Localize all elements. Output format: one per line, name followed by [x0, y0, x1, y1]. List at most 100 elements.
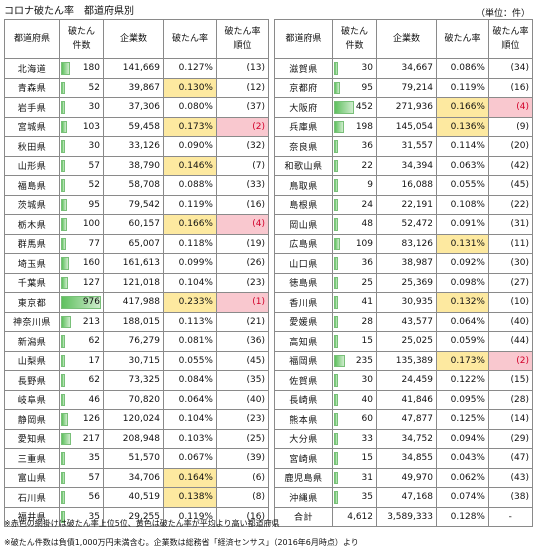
rate-rank: (39) — [216, 448, 269, 469]
total-row: 合計 4,612 3,589,333 0.128% - — [274, 506, 533, 527]
bankruptcy-count: 25 — [332, 272, 377, 293]
total-rate: 0.128% — [436, 506, 489, 527]
table-row: 熊本県 60 47,877 0.125% (14) — [274, 409, 533, 430]
table-row: 埼玉県 160 161,613 0.099% (26) — [4, 253, 269, 274]
firm-count: 47,877 — [376, 409, 437, 430]
bankruptcy-count: 52 — [59, 175, 104, 196]
count-value: 109 — [355, 238, 373, 249]
prefecture-name: 山梨県 — [4, 350, 60, 371]
header-rate: 破たん率 — [163, 19, 217, 59]
prefecture-name: 兵庫県 — [274, 116, 333, 137]
bankruptcy-count: 60 — [332, 409, 377, 430]
table-row: 宮城県 103 59,458 0.173% (2) — [4, 116, 269, 137]
count-value: 198 — [355, 121, 373, 132]
rate-rank: (30) — [488, 253, 533, 274]
bankruptcy-count: 127 — [59, 272, 104, 293]
rate-rank: (8) — [216, 487, 269, 508]
left-table-body: 北海道 180 141,669 0.127% (13) 青森県 52 39,867 0.130%… — [4, 58, 269, 527]
firm-count: 43,577 — [376, 311, 437, 332]
table-row: 東京都 976 417,988 0.233% (1) — [4, 292, 269, 313]
firm-count: 37,306 — [103, 97, 164, 118]
count-value: 36 — [361, 141, 373, 152]
count-value: 95 — [361, 82, 373, 93]
table-row: 大阪府 452 271,936 0.166% (4) — [274, 97, 533, 118]
bankruptcy-count: 48 — [332, 214, 377, 235]
count-value: 30 — [361, 63, 373, 74]
table-row: 高知県 15 25,025 0.059% (44) — [274, 331, 533, 352]
bankruptcy-rate: 0.059% — [436, 331, 489, 352]
table-row: 愛知県 217 208,948 0.103% (25) — [4, 428, 269, 449]
prefecture-name: 広島県 — [274, 233, 333, 254]
firm-count: 47,168 — [376, 487, 437, 508]
count-value: 77 — [88, 238, 100, 249]
count-value: 30 — [361, 375, 373, 386]
rate-rank: (4) — [488, 97, 533, 118]
rate-rank: (2) — [216, 116, 269, 137]
count-bar — [61, 296, 101, 309]
prefecture-name: 大阪府 — [274, 97, 333, 118]
rate-rank: (27) — [488, 272, 533, 293]
prefecture-name: 神奈川県 — [4, 311, 60, 332]
count-bar — [334, 315, 338, 328]
prefecture-name: 静岡県 — [4, 409, 60, 430]
count-bar — [334, 471, 338, 484]
bankruptcy-count: 15 — [332, 331, 377, 352]
prefecture-name: 石川県 — [4, 487, 60, 508]
bankruptcy-count: 35 — [332, 487, 377, 508]
header-prefecture: 都道府県 — [4, 19, 60, 59]
bankruptcy-count: 33 — [332, 428, 377, 449]
bankruptcy-count: 103 — [59, 116, 104, 137]
table-row: 香川県 41 30,935 0.132% (10) — [274, 292, 533, 313]
table-row: 富山県 57 34,706 0.164% (6) — [4, 467, 269, 488]
firm-count: 60,157 — [103, 214, 164, 235]
firm-count: 417,988 — [103, 292, 164, 313]
firm-count: 24,459 — [376, 370, 437, 391]
firm-count: 30,715 — [103, 350, 164, 371]
bankruptcy-rate: 0.173% — [436, 350, 489, 371]
bankruptcy-rate: 0.080% — [163, 97, 217, 118]
count-bar — [334, 413, 338, 426]
table-row: 福岡県 235 135,389 0.173% (2) — [274, 350, 533, 371]
bankruptcy-rate: 0.119% — [163, 506, 217, 527]
prefecture-name: 岐阜県 — [4, 389, 60, 410]
firm-count: 51,570 — [103, 448, 164, 469]
bankruptcy-rate: 0.067% — [163, 448, 217, 469]
table-row: 群馬県 77 65,007 0.118% (19) — [4, 233, 269, 254]
table-header-row: 都道府県 破たん 件数 企業数 破たん率 破たん率 順位 — [274, 19, 533, 59]
rate-rank: (47) — [488, 448, 533, 469]
count-bar — [334, 393, 338, 406]
count-bar — [334, 257, 338, 270]
rate-rank: (20) — [488, 136, 533, 157]
rate-rank: (19) — [216, 233, 269, 254]
count-bar — [61, 354, 65, 367]
bankruptcy-rate: 0.081% — [163, 331, 217, 352]
table-row: 宮崎県 15 34,855 0.043% (47) — [274, 448, 533, 469]
firm-count: 29,255 — [103, 506, 164, 527]
prefecture-name: 長崎県 — [274, 389, 333, 410]
count-bar — [334, 491, 338, 504]
firm-count: 120,024 — [103, 409, 164, 430]
table-row: 岩手県 30 37,306 0.080% (37) — [4, 97, 269, 118]
rate-rank: (44) — [488, 331, 533, 352]
count-bar — [334, 374, 338, 387]
bankruptcy-count: 198 — [332, 116, 377, 137]
bankruptcy-rate: 0.095% — [436, 389, 489, 410]
count-bar — [61, 257, 69, 270]
bankruptcy-rate: 0.127% — [163, 58, 217, 79]
firm-count: 208,948 — [103, 428, 164, 449]
total-firms: 3,589,333 — [376, 506, 437, 527]
count-bar — [61, 335, 65, 348]
table-row: 愛媛県 28 43,577 0.064% (40) — [274, 311, 533, 332]
count-bar — [61, 374, 65, 387]
footnote-source: ※破たん件数は負債1,000万円未満含む。企業数は総務省「経済センサス」（201… — [4, 538, 359, 547]
bankruptcy-rate: 0.064% — [436, 311, 489, 332]
rate-rank: (6) — [216, 467, 269, 488]
left-prefecture-table: 都道府県 破たん 件数 企業数 破たん率 破たん率 順位 北海道 180 141,6… — [4, 19, 269, 527]
table-row: 奈良県 36 31,557 0.114% (20) — [274, 136, 533, 157]
prefecture-name: 青森県 — [4, 77, 60, 98]
count-bar — [61, 452, 65, 465]
count-value: 235 — [355, 355, 373, 366]
rate-rank: (45) — [488, 175, 533, 196]
bankruptcy-count: 95 — [59, 194, 104, 215]
rate-rank: (28) — [488, 389, 533, 410]
